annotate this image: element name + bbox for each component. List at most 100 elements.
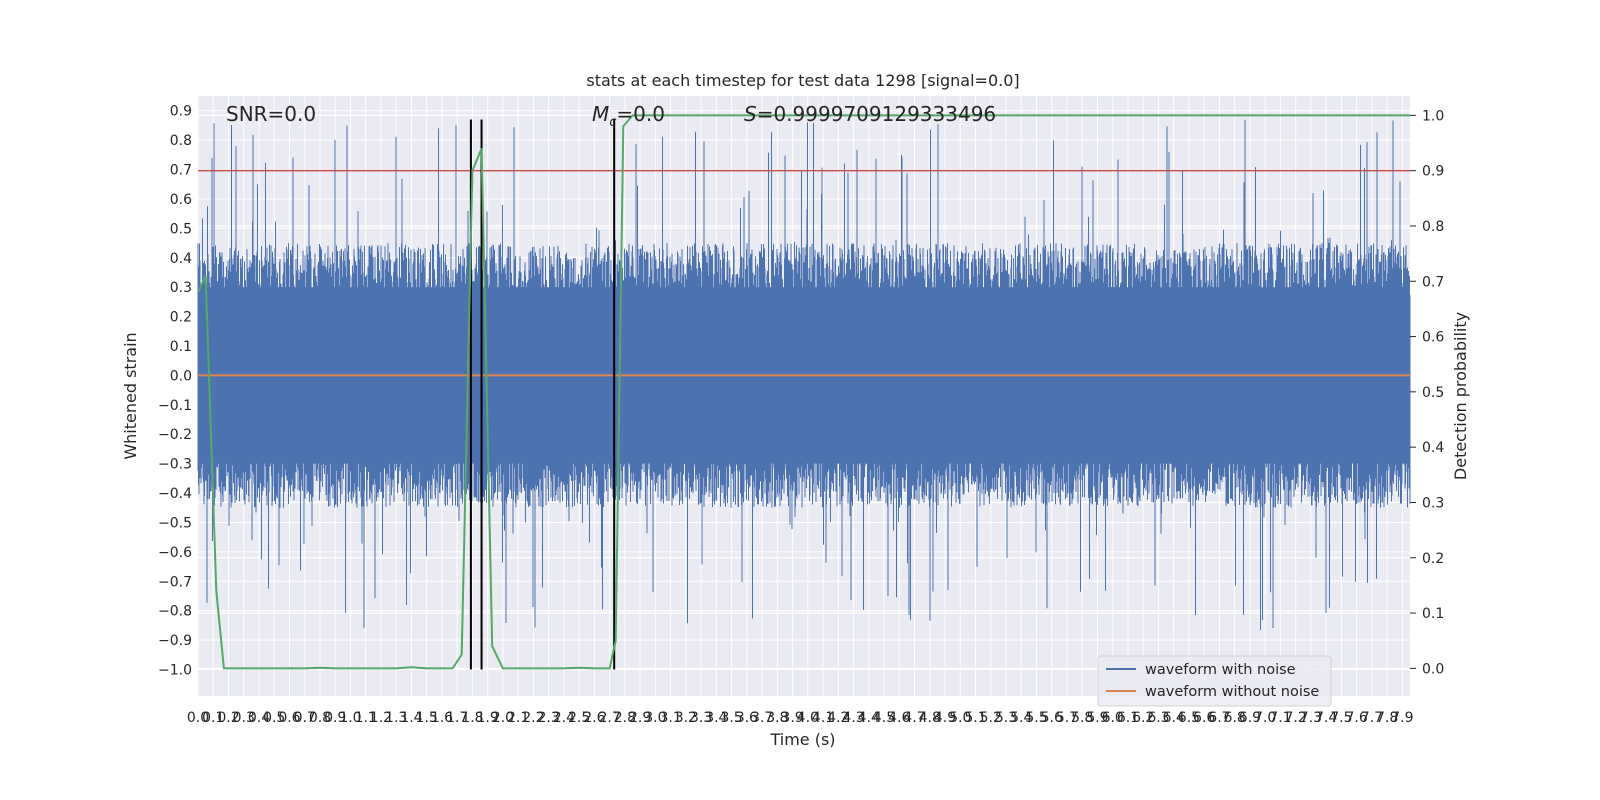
x-tick-label: 6.0 <box>1102 710 1124 726</box>
x-tick-label: 2.6 <box>583 710 605 726</box>
x-tick-label: 2.9 <box>629 710 651 726</box>
right-y-tick-label: 0.0 <box>1422 661 1444 677</box>
x-tick-label: 5.5 <box>1025 710 1047 726</box>
right-y-tick-label: 0.3 <box>1422 495 1444 511</box>
x-tick-label: 4.0 <box>797 710 819 726</box>
x-tick-label: 2.5 <box>568 710 590 726</box>
x-tick-label: 4.7 <box>903 710 925 726</box>
left-y-tick-label: −0.1 <box>158 398 192 414</box>
x-tick-label: 5.9 <box>1086 710 1108 726</box>
x-tick-label: 6.3 <box>1147 710 1169 726</box>
x-tick-label: 4.2 <box>827 710 849 726</box>
right-y-tick-label: 0.6 <box>1422 330 1444 346</box>
chart-title: stats at each timestep for test data 129… <box>586 71 1019 90</box>
x-tick-label: 2.2 <box>522 710 544 726</box>
right-y-tick-label: 0.1 <box>1422 606 1444 622</box>
legend: waveform with noise waveform without noi… <box>1097 655 1332 707</box>
x-tick-label: 4.8 <box>919 710 941 726</box>
left-y-tick-label: 0.1 <box>170 339 192 355</box>
left-y-tick-label: 0.0 <box>170 368 192 384</box>
left-y-tick-label: −0.6 <box>158 545 192 561</box>
x-tick-label: 3.7 <box>751 710 773 726</box>
right-y-tick-label: 0.8 <box>1422 219 1444 235</box>
left-y-tick-label: −0.7 <box>158 574 192 590</box>
x-tick-label: 3.1 <box>659 710 681 726</box>
x-tick-label: 1.4 <box>400 710 422 726</box>
x-tick-label: 4.6 <box>888 710 910 726</box>
x-tick-label: 6.6 <box>1193 710 1215 726</box>
x-tick-label: 5.8 <box>1071 710 1093 726</box>
x-tick-label: 1.7 <box>446 710 468 726</box>
x-tick-label: 6.1 <box>1117 710 1139 726</box>
x-tick-label: 7.0 <box>1254 710 1276 726</box>
x-tick-label: 6.5 <box>1178 710 1200 726</box>
x-tick-label: 6.4 <box>1163 710 1185 726</box>
x-tick-label: 6.8 <box>1224 710 1246 726</box>
x-tick-label: 7.7 <box>1361 710 1383 726</box>
x-tick-label: 3.0 <box>644 710 666 726</box>
x-tick-label: 6.7 <box>1208 710 1230 726</box>
x-tick-label: 3.3 <box>690 710 712 726</box>
right-y-tick-label: 0.2 <box>1422 551 1444 567</box>
x-tick-label: 1.6 <box>431 710 453 726</box>
x-tick-label: 7.6 <box>1346 710 1368 726</box>
legend-label-clean: waveform without noise <box>1145 684 1319 700</box>
x-tick-label: 4.1 <box>812 710 834 726</box>
x-tick-label: 7.9 <box>1391 710 1413 726</box>
chirp-mass-subscript: c <box>609 115 616 130</box>
x-tick-label: 1.8 <box>461 710 483 726</box>
left-y-tick-label: −0.8 <box>158 604 192 620</box>
left-y-tick-label: 0.7 <box>170 163 192 179</box>
x-tick-label: 4.3 <box>842 710 864 726</box>
left-y-tick-label: −0.4 <box>158 486 192 502</box>
x-tick-label: 1.3 <box>385 710 407 726</box>
left-y-tick-label: 0.4 <box>170 251 192 267</box>
left-y-tick-label: 0.6 <box>170 192 192 208</box>
score-annotation: S=0.9999709129333496 <box>744 102 996 126</box>
x-tick-label: 7.5 <box>1330 710 1352 726</box>
chirp-mass-value: =0.0 <box>616 102 665 126</box>
x-tick-label: 0.7 <box>294 710 316 726</box>
x-tick-label: 3.8 <box>766 710 788 726</box>
score-value: =0.9999709129333496 <box>757 102 996 126</box>
x-tick-label: 3.5 <box>720 710 742 726</box>
x-tick-label: 4.9 <box>934 710 956 726</box>
left-y-tick-label: −0.9 <box>158 633 192 649</box>
x-tick-label: 0.9 <box>324 710 346 726</box>
score-symbol: S <box>744 102 757 126</box>
legend-label-noise: waveform with noise <box>1145 662 1296 678</box>
left-y-tick-label: 0.9 <box>170 104 192 120</box>
right-y-tick-label: 0.9 <box>1422 164 1444 180</box>
x-tick-label: 5.3 <box>995 710 1017 726</box>
x-axis-label: Time (s) <box>769 730 835 749</box>
x-tick-label: 2.1 <box>507 710 529 726</box>
x-tick-label: 2.3 <box>538 710 560 726</box>
left-y-tick-label: 0.3 <box>170 280 192 296</box>
left-y-tick-label: −0.2 <box>158 427 192 443</box>
detection-probability-series <box>197 114 1410 670</box>
x-tick-label: 5.1 <box>964 710 986 726</box>
left-y-ticks: 0.9 0.8 0.7 0.6 0.5 0.4 0.3 0.2 0.1 0.0 −0.1 −0.2 −0… <box>158 104 192 679</box>
x-tick-label: 2.8 <box>614 710 636 726</box>
left-y-tick-label: −1.0 <box>158 663 192 679</box>
chirp-mass-annotation: Mc=0.0 <box>592 102 665 130</box>
x-tick-label: 7.4 <box>1315 710 1337 726</box>
x-tick-label: 5.2 <box>980 710 1002 726</box>
x-tick-label: 0.8 <box>309 710 331 726</box>
snr-annotation: SNR=0.0 <box>226 102 316 126</box>
x-tick-label: 3.2 <box>675 710 697 726</box>
x-tick-label: 0.6 <box>278 710 300 726</box>
left-y-tick-label: 0.5 <box>170 221 192 237</box>
x-tick-label: 1.9 <box>477 710 499 726</box>
x-tick-label: 3.6 <box>736 710 758 726</box>
x-tick-label: 0.0 <box>187 710 209 726</box>
x-tick-label: 1.0 <box>339 710 361 726</box>
x-tick-label: 6.9 <box>1239 710 1261 726</box>
right-y-ticks: 1.0 0.9 0.8 0.7 0.6 0.5 0.4 0.3 0.2 0.1 0.0 <box>1410 108 1444 677</box>
legend-box <box>1097 655 1332 707</box>
x-tick-label: 2.7 <box>598 710 620 726</box>
x-tick-label: 3.9 <box>781 710 803 726</box>
right-y-tick-label: 0.4 <box>1422 440 1444 456</box>
x-tick-label: 5.7 <box>1056 710 1078 726</box>
